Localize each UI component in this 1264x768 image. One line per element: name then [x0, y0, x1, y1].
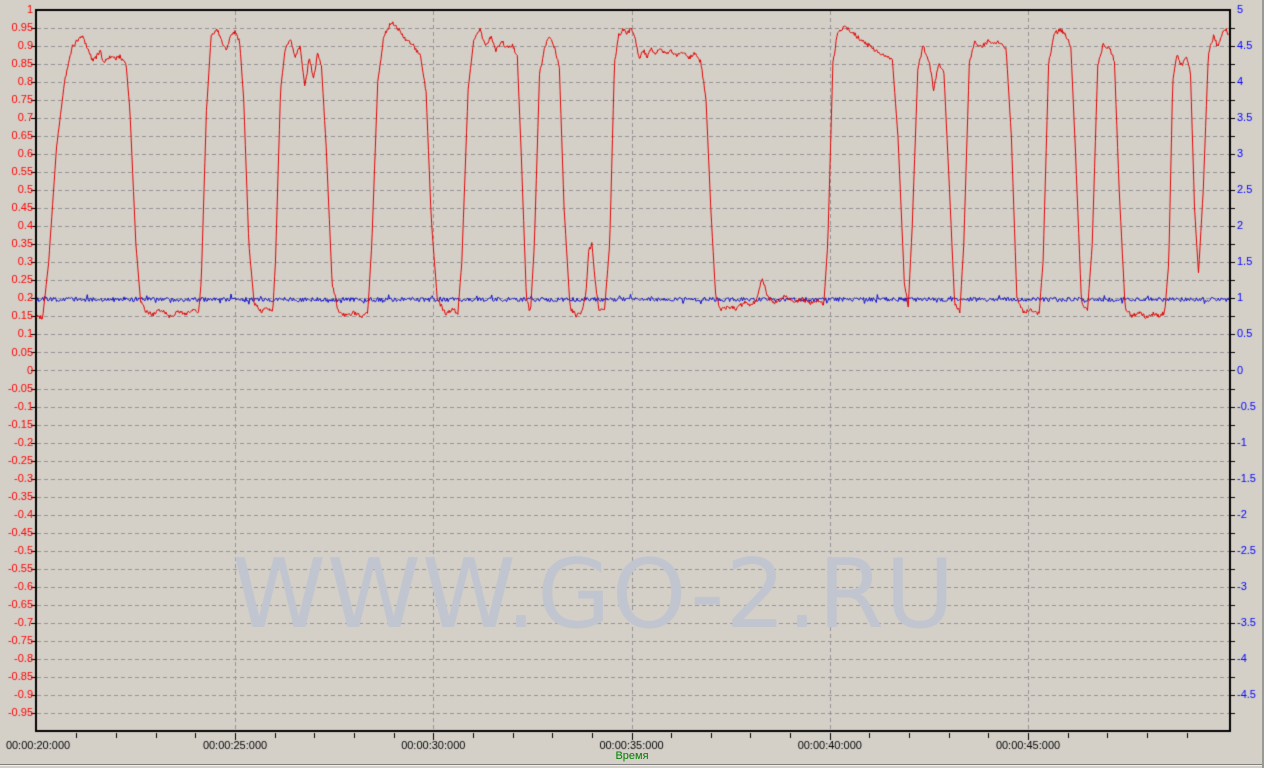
watermark: WWW.GO-2.RU: [232, 540, 956, 650]
bottom-divider-highlight: [0, 765, 1264, 766]
bottom-divider: [0, 764, 1264, 765]
window-right-edge: [1262, 0, 1264, 768]
x-axis-title: Время: [615, 750, 649, 762]
